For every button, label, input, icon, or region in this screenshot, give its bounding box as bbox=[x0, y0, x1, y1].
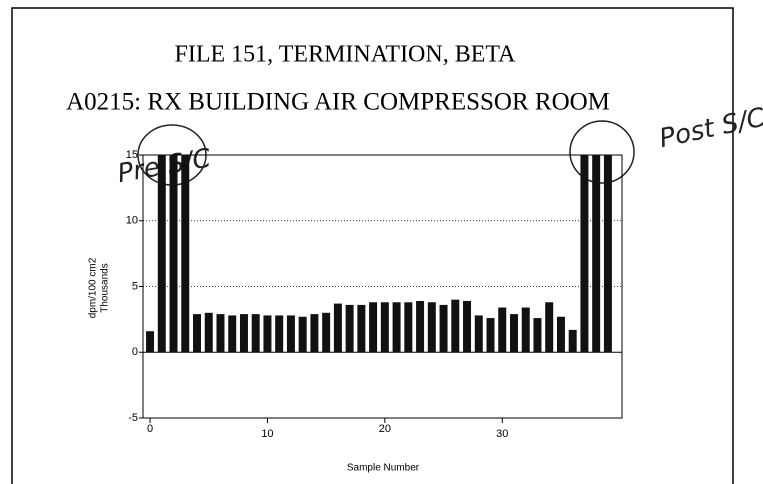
x-label: Sample Number bbox=[347, 463, 420, 474]
annotation: Post S/C bbox=[657, 102, 763, 154]
bar bbox=[310, 314, 319, 353]
bar bbox=[474, 315, 483, 353]
x-tick-label: 10 bbox=[261, 428, 273, 440]
bar bbox=[556, 316, 565, 353]
plot-area bbox=[142, 154, 623, 419]
bar bbox=[498, 307, 507, 353]
bar bbox=[380, 302, 389, 353]
bar bbox=[404, 302, 413, 353]
y-label-units: Thousands bbox=[100, 263, 111, 312]
bar bbox=[533, 318, 542, 353]
bar bbox=[427, 302, 436, 353]
chart-subtitle: A0215: RX BUILDING AIR COMPRESSOR ROOM bbox=[66, 89, 610, 116]
bar bbox=[486, 318, 495, 353]
bar bbox=[592, 155, 601, 353]
y-tick-label: 0 bbox=[132, 346, 138, 358]
bar bbox=[521, 307, 530, 353]
bar bbox=[451, 299, 460, 353]
bar bbox=[545, 302, 554, 353]
bar bbox=[228, 315, 237, 353]
chart-title: FILE 151, TERMINATION, BETA bbox=[175, 42, 517, 68]
y-tick-label: 5 bbox=[132, 280, 138, 292]
bar bbox=[509, 314, 518, 353]
bar bbox=[357, 304, 366, 353]
bar bbox=[146, 331, 155, 353]
bar bbox=[251, 314, 260, 353]
bar bbox=[286, 315, 295, 353]
bar bbox=[603, 155, 612, 353]
x-tick-label: 30 bbox=[496, 428, 508, 440]
bar bbox=[216, 314, 225, 353]
x-tick-label: 0 bbox=[147, 423, 153, 435]
bar bbox=[416, 300, 425, 353]
bar bbox=[580, 155, 589, 353]
bar bbox=[463, 300, 472, 353]
bar bbox=[239, 314, 248, 353]
circle bbox=[569, 120, 635, 184]
y-tick-label: -5 bbox=[128, 412, 138, 424]
bar bbox=[193, 314, 201, 353]
bar bbox=[275, 315, 284, 353]
bar bbox=[568, 329, 577, 353]
y-tick-label: 10 bbox=[126, 215, 138, 227]
bar bbox=[369, 302, 378, 353]
bar bbox=[345, 304, 354, 353]
x-tick-label: 20 bbox=[379, 423, 391, 435]
bar bbox=[322, 312, 331, 353]
y-label: dpm/100 cm2 bbox=[88, 257, 99, 318]
bar bbox=[298, 316, 307, 353]
bar bbox=[157, 155, 166, 353]
y-tick-label: 15 bbox=[126, 149, 138, 161]
bar bbox=[181, 155, 190, 353]
frame bbox=[11, 7, 734, 484]
bar bbox=[439, 304, 448, 353]
bar bbox=[204, 312, 213, 353]
bar bbox=[392, 302, 401, 353]
bar bbox=[169, 155, 178, 353]
bar bbox=[333, 303, 342, 353]
bar bbox=[263, 315, 272, 353]
